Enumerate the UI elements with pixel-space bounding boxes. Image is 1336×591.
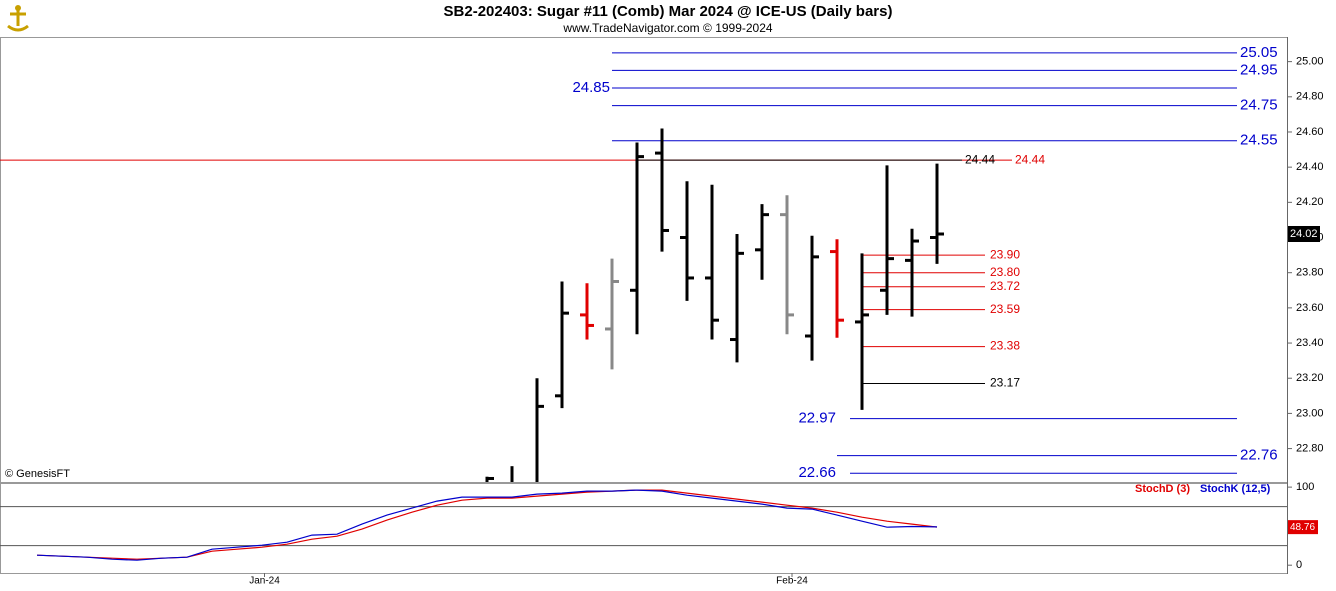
legend-entry: StochD (3) xyxy=(1135,483,1190,495)
level-label: 23.90 xyxy=(990,247,1020,261)
y-tick-label: 100 xyxy=(1296,481,1314,493)
price-plot xyxy=(0,52,1237,482)
y-tick-label: 23.60 xyxy=(1296,302,1324,314)
stoch-plot xyxy=(0,489,1287,561)
chart-title: SB2-202403: Sugar #11 (Comb) Mar 2024 @ … xyxy=(444,3,893,20)
annotation: © GenesisFT xyxy=(5,468,70,480)
logo xyxy=(3,4,33,32)
chart-subtitle: www.TradeNavigator.com © 1999-2024 xyxy=(562,21,772,35)
y-tick-label: 24.40 xyxy=(1296,161,1324,173)
level-label: 22.66 xyxy=(798,464,836,481)
price-panel xyxy=(0,37,1288,483)
level-label: 24.44 xyxy=(965,152,995,166)
y-tick-label: 24.80 xyxy=(1296,91,1324,103)
y-tick-label: 24.60 xyxy=(1296,126,1324,138)
level-label: 23.80 xyxy=(990,265,1020,279)
price-tag-label: 24.02 xyxy=(1290,228,1318,240)
level-label: 24.75 xyxy=(1240,97,1278,114)
labels: 22.8023.0023.2023.4023.6023.8024.0024.20… xyxy=(249,44,1323,587)
level-label: 22.76 xyxy=(1240,447,1278,464)
y-tick-label: 23.20 xyxy=(1296,372,1324,384)
legend-entry: StochK (12,5) xyxy=(1200,483,1271,495)
y-tick-label: 0 xyxy=(1296,559,1302,571)
level-label: 24.55 xyxy=(1240,132,1278,149)
y-tick-label: 23.80 xyxy=(1296,267,1324,279)
price-tag xyxy=(1288,225,1320,242)
level-label: 25.05 xyxy=(1240,44,1278,61)
level-label: 24.95 xyxy=(1240,61,1278,78)
level-label: 23.59 xyxy=(990,302,1020,316)
y-tick-label: 23.40 xyxy=(1296,337,1324,349)
stoch-line xyxy=(36,489,938,561)
level-label: 23.72 xyxy=(990,279,1020,293)
value-tag-label: 48.76 xyxy=(1290,522,1315,533)
x-tick-label: Feb-24 xyxy=(776,576,808,587)
level-label: 24.85 xyxy=(572,79,610,96)
y-tick-label: 22.80 xyxy=(1296,442,1324,454)
level-label: 24.44 xyxy=(1015,152,1045,166)
y-tick-label: 25.00 xyxy=(1296,56,1324,68)
level-label: 23.38 xyxy=(990,339,1020,353)
level-label: 22.97 xyxy=(798,410,836,427)
y-tick-label: 24.20 xyxy=(1296,196,1324,208)
level-label: 23.17 xyxy=(990,376,1020,390)
stoch-panel xyxy=(0,483,1288,574)
y-tick-label: 23.00 xyxy=(1296,407,1324,419)
value-tag xyxy=(1288,520,1318,535)
x-tick-label: Jan-24 xyxy=(249,576,280,587)
